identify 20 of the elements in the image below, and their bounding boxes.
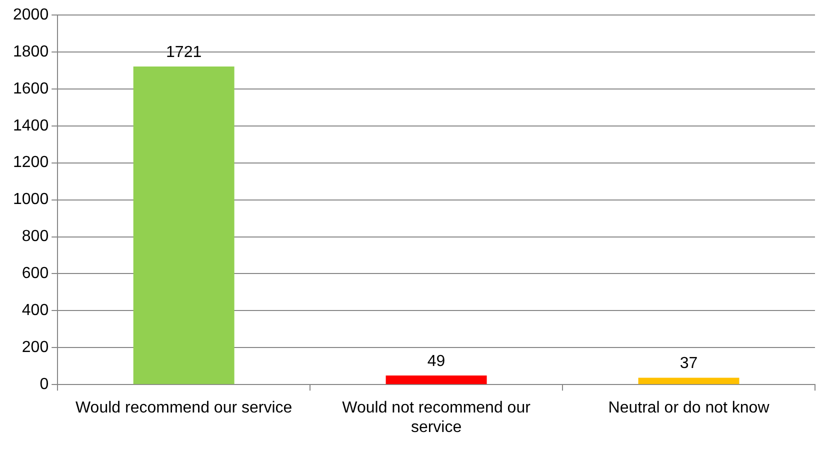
bar (133, 66, 234, 384)
y-tick-label: 0 (40, 376, 49, 394)
bar (638, 378, 740, 384)
data-label: 1721 (166, 44, 202, 61)
x-tick-label: Would recommend our service (75, 400, 292, 417)
y-tick-label: 2000 (13, 6, 49, 24)
y-tick-label: 1400 (13, 117, 49, 134)
data-label: 37 (680, 355, 698, 372)
bar (386, 376, 487, 384)
y-tick-label: 600 (22, 265, 49, 282)
data-label: 49 (427, 352, 446, 370)
y-tick-label: 1600 (13, 80, 49, 98)
y-tick-label: 400 (22, 302, 49, 320)
y-tick-label: 1200 (13, 154, 49, 172)
y-tick-label: 1800 (13, 43, 49, 60)
x-tick-label: Would not recommend our service (342, 400, 532, 436)
x-tick-label: Neutral or do not know (608, 400, 770, 417)
y-tick-label: 200 (22, 339, 49, 356)
y-tick-label: 800 (22, 228, 49, 246)
y-tick-label: 1000 (13, 191, 49, 208)
